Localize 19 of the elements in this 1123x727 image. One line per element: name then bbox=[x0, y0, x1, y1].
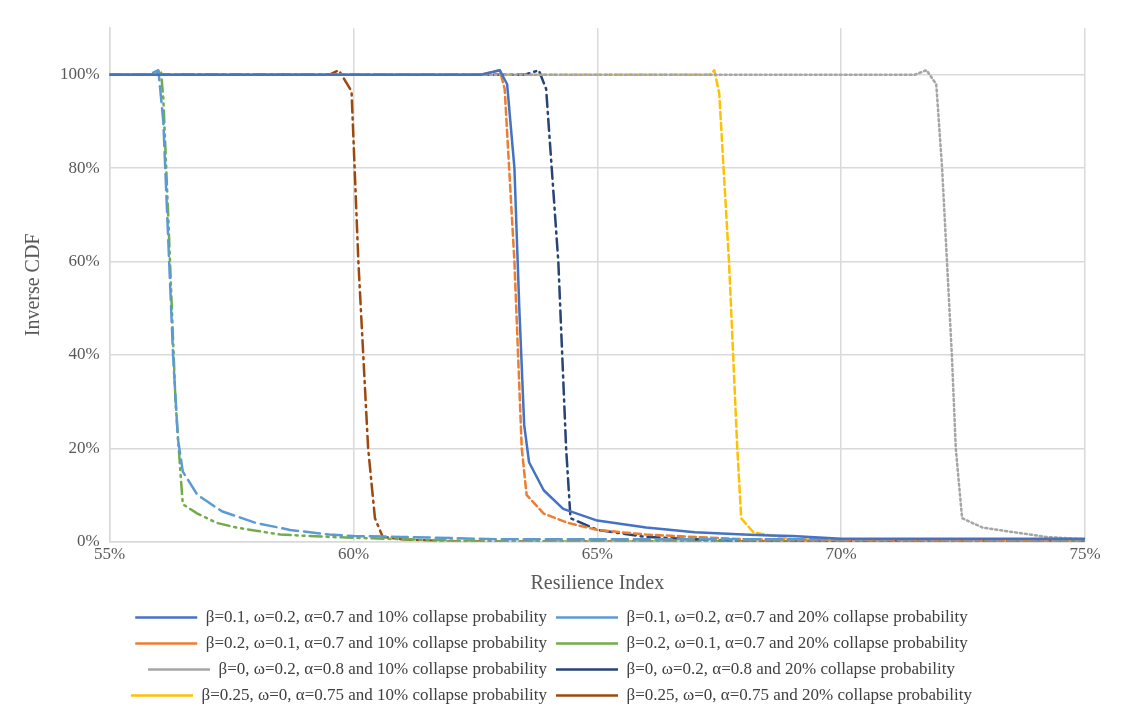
x-tick-label: 65% bbox=[581, 544, 613, 564]
y-tick-label: 60% bbox=[68, 251, 100, 271]
legend-label: β=0.2, ω=0.1, α=0.7 and 10% collapse probability bbox=[205, 632, 548, 652]
y-tick-label: 80% bbox=[68, 157, 100, 177]
legend-label: β=0, ω=0.2, α=0.8 and 20% collapse probability bbox=[626, 658, 956, 678]
legend-label: β=0.2, ω=0.1, α=0.7 and 20% collapse probability bbox=[626, 632, 969, 652]
legend-label: β=0, ω=0.2, α=0.8 and 10% collapse probability bbox=[218, 658, 548, 678]
y-axis-title: Inverse CDF bbox=[21, 233, 44, 337]
legend-label: β=0.25, ω=0, α=0.75 and 20% collapse probability bbox=[626, 684, 973, 704]
x-axis-title: Resilience Index bbox=[530, 571, 665, 594]
x-tick-label: 70% bbox=[825, 544, 857, 564]
legend-label: β=0.25, ω=0, α=0.75 and 10% collapse probability bbox=[201, 684, 548, 704]
y-tick-label: 100% bbox=[59, 64, 100, 84]
x-tick-label: 60% bbox=[337, 544, 370, 564]
legend-label: β=0.1, ω=0.2, α=0.7 and 20% collapse probability bbox=[626, 606, 969, 626]
x-tick-label: 75% bbox=[1069, 544, 1101, 564]
y-tick-label: 20% bbox=[68, 437, 100, 457]
legend-label: β=0.1, ω=0.2, α=0.7 and 10% collapse probability bbox=[205, 606, 548, 626]
y-tick-label: 40% bbox=[68, 344, 100, 364]
